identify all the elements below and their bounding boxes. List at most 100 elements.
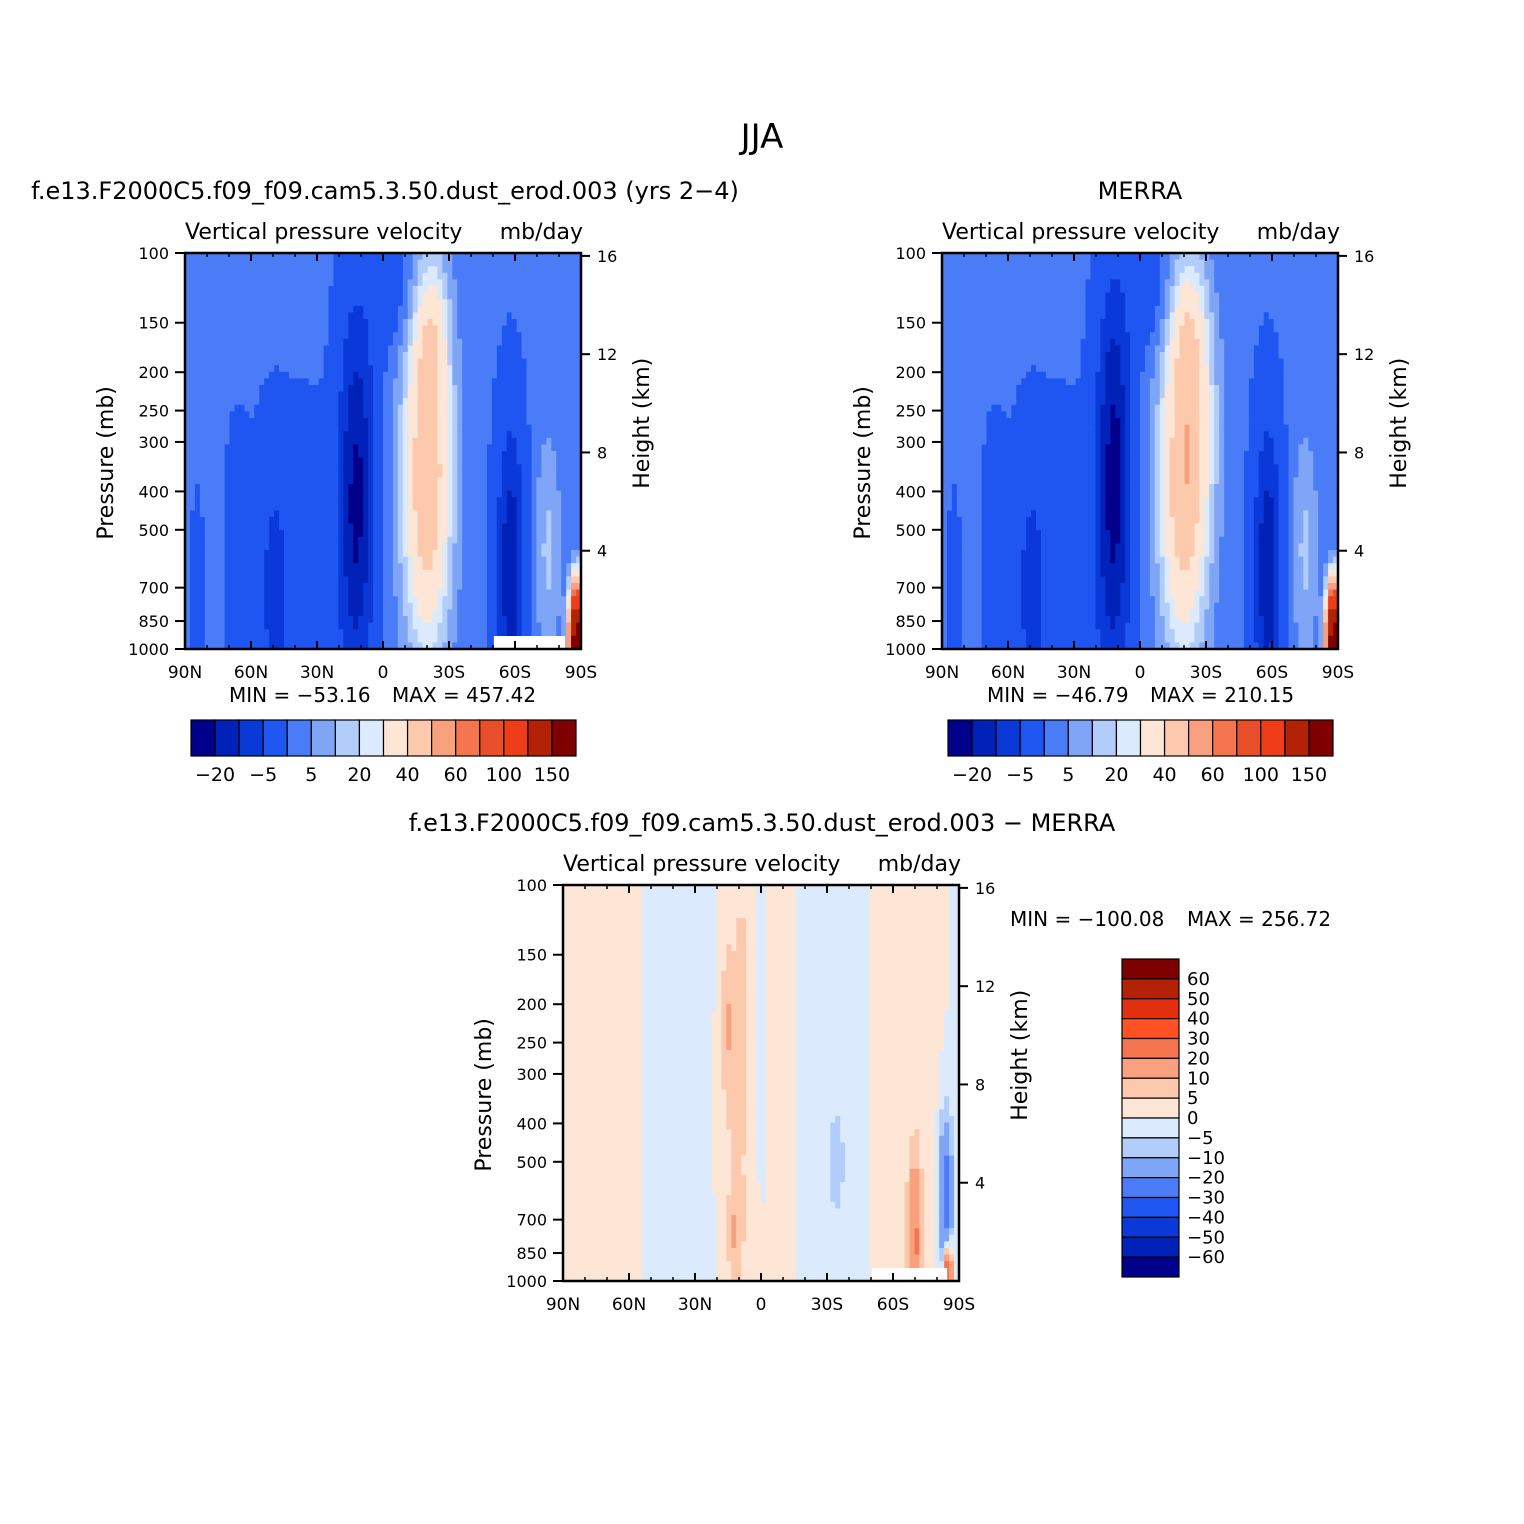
contour-cell bbox=[338, 299, 344, 307]
contour-cell bbox=[254, 332, 260, 340]
contour-cell bbox=[942, 530, 948, 538]
contour-cell bbox=[323, 332, 330, 340]
contour-cell bbox=[442, 411, 448, 419]
contour-cell bbox=[378, 385, 384, 393]
contour-cell bbox=[368, 602, 374, 610]
contour-cell bbox=[323, 629, 330, 637]
contour-cell bbox=[457, 503, 463, 511]
contour-cell bbox=[407, 272, 414, 280]
contour-cell bbox=[219, 622, 226, 630]
contour-cell bbox=[491, 365, 498, 373]
contour-cell bbox=[392, 464, 399, 472]
contour-cell bbox=[274, 286, 280, 294]
contour-cell bbox=[293, 635, 300, 643]
contour-cell bbox=[328, 385, 335, 393]
contour-cell bbox=[353, 332, 359, 340]
contour-cell bbox=[447, 464, 453, 472]
contour-cell bbox=[343, 299, 349, 307]
contour-cell bbox=[254, 484, 260, 492]
contour-cell bbox=[491, 305, 498, 313]
contour-cell bbox=[343, 253, 349, 261]
contour-cell bbox=[214, 642, 221, 650]
contour-cell bbox=[224, 635, 231, 643]
contour-cell bbox=[209, 338, 216, 346]
contour-cell bbox=[185, 279, 191, 287]
contour-cell bbox=[402, 523, 409, 531]
contour-cell bbox=[462, 503, 468, 511]
contour-cell bbox=[536, 563, 542, 571]
contour-cell bbox=[269, 272, 275, 280]
contour-cell bbox=[397, 464, 404, 472]
contour-cell bbox=[383, 292, 389, 300]
contour-cell bbox=[209, 563, 216, 571]
contour-cell bbox=[189, 470, 196, 478]
contour-cell bbox=[541, 517, 547, 525]
contour-cell bbox=[576, 444, 582, 452]
contour-cell bbox=[486, 576, 493, 584]
contour-cell bbox=[422, 503, 429, 511]
contour-cell bbox=[343, 338, 349, 346]
contour-cell bbox=[462, 431, 468, 439]
contour-cell bbox=[288, 530, 295, 538]
contour-cell bbox=[561, 576, 567, 584]
contour-cell bbox=[214, 325, 221, 333]
contour-cell bbox=[204, 299, 211, 307]
contour-cell bbox=[358, 418, 364, 426]
contour-cell bbox=[516, 464, 523, 472]
contour-cell bbox=[402, 325, 409, 333]
contour-cell bbox=[506, 477, 513, 485]
contour-cell bbox=[363, 371, 369, 379]
contour-cell bbox=[447, 563, 453, 571]
contour-cell bbox=[224, 305, 231, 313]
contour-cell bbox=[284, 576, 290, 584]
contour-cell bbox=[472, 332, 478, 340]
contour-cell bbox=[249, 576, 255, 584]
contour-cell bbox=[437, 325, 443, 333]
contour-cell bbox=[308, 543, 315, 551]
contour-cell bbox=[348, 583, 354, 591]
contour-cell bbox=[363, 312, 369, 320]
contour-cell bbox=[194, 490, 201, 498]
contour-cell bbox=[368, 312, 374, 320]
contour-cell bbox=[516, 299, 523, 307]
contour-cell bbox=[353, 517, 359, 525]
contour-cell bbox=[442, 345, 448, 353]
contour-cell bbox=[224, 523, 231, 531]
contour-cell bbox=[373, 338, 379, 346]
contour-cell bbox=[323, 371, 330, 379]
contour-cell bbox=[229, 398, 236, 406]
contour-cell bbox=[942, 589, 948, 597]
contour-cell bbox=[378, 378, 384, 386]
contour-cell bbox=[576, 338, 582, 346]
contour-cell bbox=[942, 385, 948, 393]
contour-cell bbox=[323, 345, 330, 353]
y-tick-label: 850 bbox=[138, 612, 169, 631]
contour-cell bbox=[942, 444, 948, 452]
contour-cell bbox=[392, 583, 399, 591]
contour-cell bbox=[551, 602, 557, 610]
contour-cell bbox=[452, 484, 458, 492]
contour-cell bbox=[308, 484, 315, 492]
contour-cell bbox=[199, 609, 206, 617]
contour-cell bbox=[427, 259, 434, 267]
contour-cell bbox=[442, 642, 448, 650]
contour-cell bbox=[343, 332, 349, 340]
contour-cell bbox=[556, 602, 562, 610]
contour-cell bbox=[214, 279, 221, 287]
contour-cell bbox=[387, 451, 394, 459]
contour-cell bbox=[496, 602, 503, 610]
contour-cell bbox=[249, 345, 255, 353]
contour-cell bbox=[561, 510, 567, 518]
contour-cell bbox=[308, 259, 315, 267]
contour-cell bbox=[462, 583, 468, 591]
contour-cell bbox=[229, 279, 236, 287]
contour-cell bbox=[189, 305, 196, 313]
contour-cell bbox=[274, 418, 280, 426]
contour-cell bbox=[303, 305, 310, 313]
contour-cell bbox=[942, 484, 948, 492]
contour-cell bbox=[308, 286, 315, 294]
contour-cell bbox=[462, 332, 468, 340]
contour-cell bbox=[422, 563, 429, 571]
contour-cell bbox=[556, 510, 562, 518]
contour-cell bbox=[546, 530, 552, 538]
